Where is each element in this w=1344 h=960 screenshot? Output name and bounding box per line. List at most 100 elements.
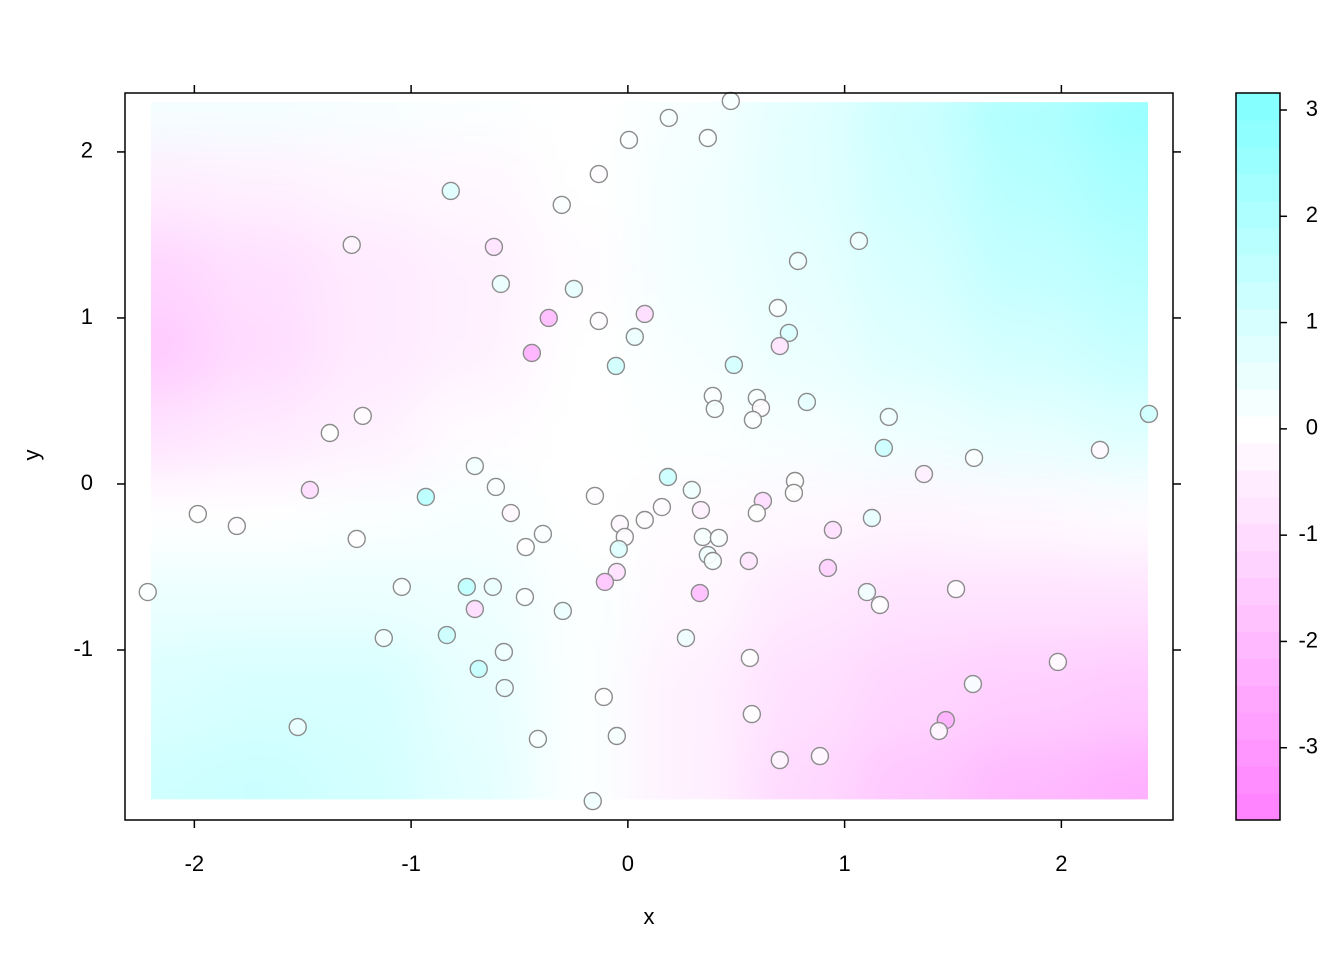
surface-cell [205, 226, 315, 311]
point [946, 579, 966, 599]
point [682, 480, 702, 500]
surface-cell [151, 741, 207, 800]
point [768, 298, 788, 318]
surface-cell [151, 226, 207, 311]
point [501, 503, 521, 523]
colorbar-strip [1236, 416, 1280, 444]
colorbar-strip [1236, 766, 1280, 794]
surface-cell [638, 309, 749, 394]
colorbar-strip [1236, 550, 1280, 579]
point [606, 356, 626, 376]
colorbar-strip [1236, 335, 1280, 363]
surface-cell [963, 143, 1085, 228]
point [625, 327, 645, 347]
point [607, 726, 627, 746]
colorbar-strip [1236, 793, 1280, 821]
point [595, 572, 615, 592]
point [437, 625, 457, 645]
point [698, 128, 718, 148]
y-tick-label: 0 [81, 470, 93, 495]
point [857, 582, 877, 602]
point [585, 486, 605, 506]
colorbar-strip [1236, 119, 1280, 148]
surface-cell [313, 741, 423, 800]
point [583, 791, 602, 811]
surface-cell [530, 143, 640, 228]
colorbar-strip [1236, 469, 1280, 498]
colorbar-strip [1236, 496, 1280, 525]
point [486, 477, 506, 497]
colorbar-strip [1236, 604, 1280, 633]
surface-cell [151, 558, 207, 643]
surface-cell [638, 558, 749, 643]
point [288, 717, 307, 737]
point [491, 274, 511, 294]
point [770, 336, 790, 356]
point [784, 483, 804, 503]
y-tick-label: -1 [73, 636, 93, 661]
point [1090, 440, 1110, 460]
surface-cell [855, 102, 965, 145]
surface-cell [747, 309, 857, 394]
point [709, 528, 729, 548]
point [516, 537, 535, 557]
point [779, 323, 799, 343]
surface-cell [205, 143, 315, 228]
point [457, 577, 477, 597]
point [539, 308, 558, 328]
point [676, 628, 696, 648]
surface-cell [313, 641, 423, 743]
colorbar-strip [1236, 254, 1280, 282]
point [635, 510, 654, 530]
surface-cell [855, 741, 965, 800]
surface-cell [151, 143, 207, 228]
surface-cell [151, 641, 207, 743]
surface-cell [313, 309, 423, 394]
point [652, 497, 672, 517]
point [533, 524, 553, 544]
point [740, 648, 760, 668]
colorbar-strip [1236, 443, 1280, 471]
surface-cell [530, 641, 640, 743]
colorbar-strip [1236, 577, 1280, 606]
colorbar-tick-label: 1 [1306, 308, 1318, 333]
point [300, 480, 320, 500]
point [879, 407, 899, 427]
surface-cell [963, 741, 1085, 800]
point [416, 487, 436, 507]
surface-cell [963, 392, 1085, 477]
point [465, 456, 485, 476]
point [589, 164, 609, 184]
surface-cell [1083, 741, 1149, 800]
colorbar-strip [1236, 281, 1280, 309]
point [818, 558, 838, 578]
surface-cell [530, 102, 640, 145]
point [392, 577, 411, 597]
surface-cell [421, 741, 532, 800]
point [693, 527, 713, 547]
surface-cell [638, 741, 749, 800]
surface-cell [963, 226, 1085, 311]
colorbar-strip [1236, 631, 1280, 659]
point [870, 595, 890, 615]
x-tick-label: -1 [401, 851, 421, 876]
y-tick-label: 2 [81, 138, 93, 163]
point [522, 343, 542, 363]
point [347, 529, 366, 549]
point [929, 721, 949, 741]
point [353, 406, 372, 426]
point [564, 279, 584, 299]
colorbar-tick-label: 0 [1306, 415, 1318, 440]
x-tick-label: 2 [1055, 851, 1067, 876]
point [528, 729, 548, 749]
point [747, 503, 767, 523]
surface-cell [638, 226, 749, 311]
surface-cell [421, 309, 532, 394]
point [703, 551, 723, 571]
point [739, 551, 759, 571]
point [515, 587, 535, 607]
colorbar-tick-label: -3 [1298, 734, 1318, 759]
surface-cell [963, 309, 1085, 394]
point [609, 539, 628, 559]
surface-cell [1083, 641, 1149, 743]
